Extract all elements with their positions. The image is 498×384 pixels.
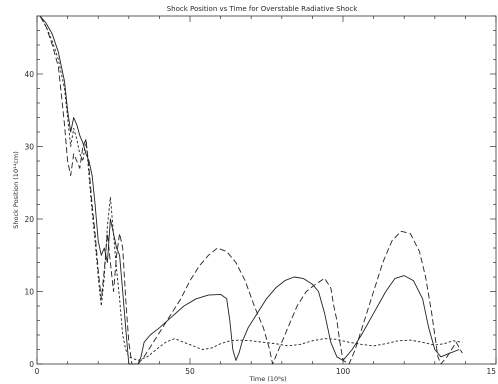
axis-ticks — [36, 15, 497, 365]
chart-title: Shock Position vs Time for Overstable Ra… — [167, 5, 358, 13]
x-axis-label: Time (10⁸s) — [248, 375, 286, 383]
x-tick-label: 50 — [185, 367, 195, 376]
series-line-solid — [39, 15, 460, 365]
y-tick-label: 40 — [24, 70, 34, 79]
series-layer — [39, 15, 463, 365]
y-tick-label: 20 — [24, 215, 34, 224]
y-tick-label: 0 — [29, 360, 34, 369]
series-line-short-dash — [39, 15, 463, 361]
x-tick-label: 15 — [486, 367, 496, 376]
x-tick-label: 100 — [336, 367, 351, 376]
y-tick-label: 10 — [24, 288, 34, 297]
y-tick-label: 30 — [24, 143, 34, 152]
series-line-long-dash — [39, 15, 463, 365]
plot-frame — [36, 15, 497, 365]
y-axis-label: Shock Position (10¹⁴cm) — [12, 151, 20, 228]
x-tick-label: 0 — [35, 367, 40, 376]
